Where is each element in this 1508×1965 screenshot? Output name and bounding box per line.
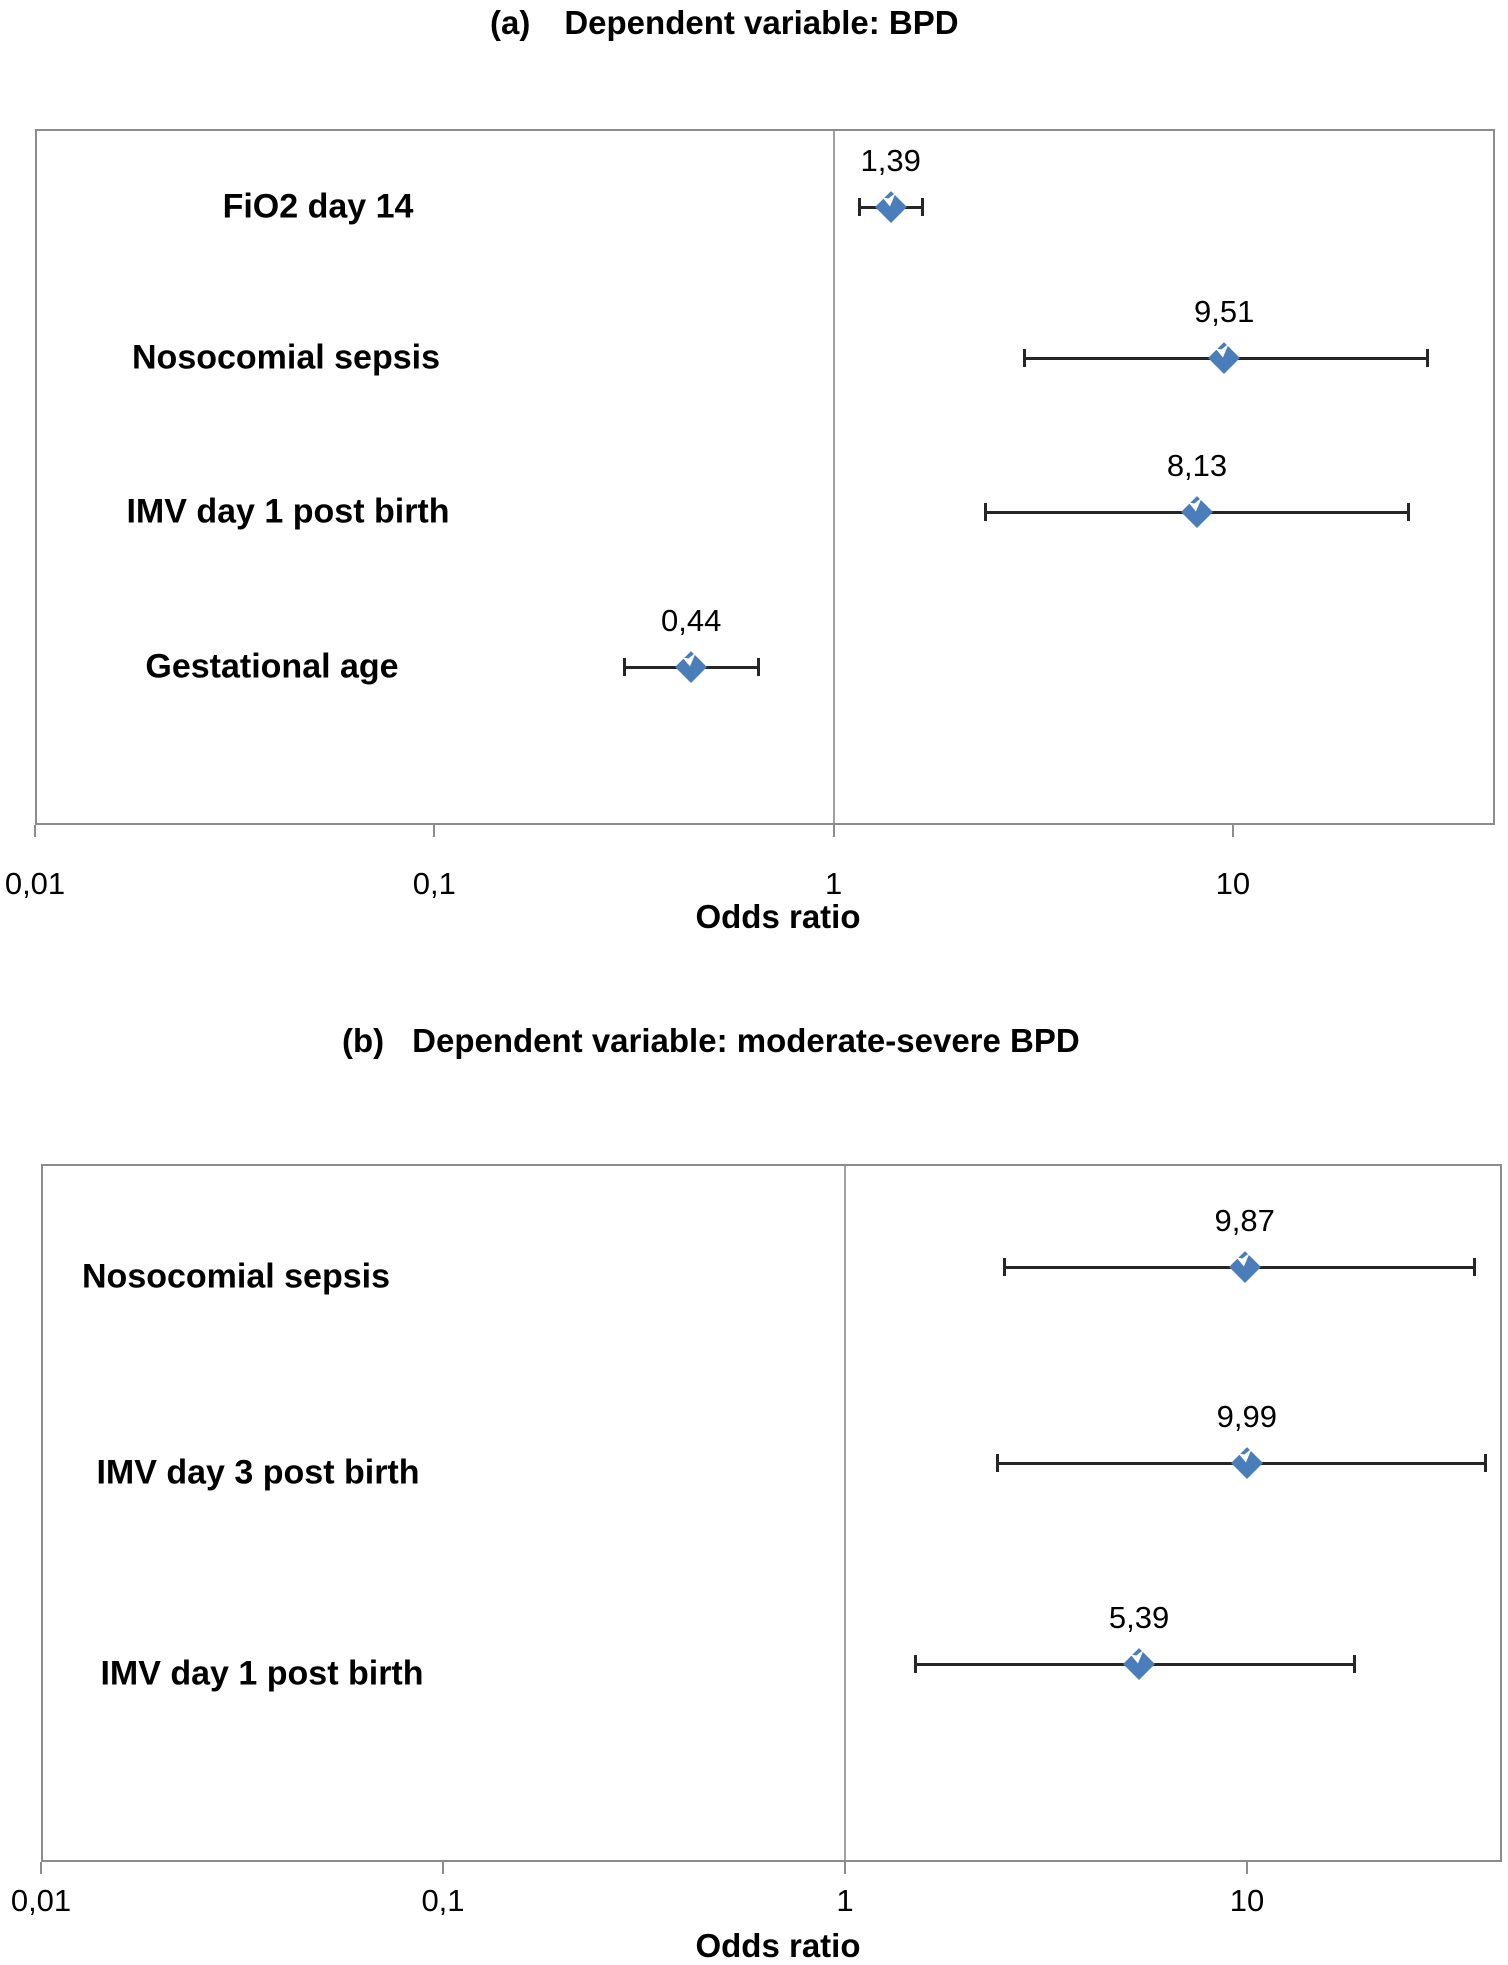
panel-a-label: (a) bbox=[490, 4, 531, 41]
diamond-marker bbox=[674, 650, 708, 684]
x-tick-label: 10 bbox=[1215, 866, 1251, 901]
x-tick bbox=[40, 1862, 42, 1874]
x-tick bbox=[442, 1862, 444, 1874]
row-label: IMV day 3 post birth bbox=[96, 1453, 420, 1492]
x-tick bbox=[832, 825, 835, 837]
diamond-marker bbox=[1207, 341, 1241, 375]
x-tick bbox=[1231, 825, 1234, 837]
odds-value-label: 5,39 bbox=[1108, 1600, 1170, 1635]
odds-value-label: 1,39 bbox=[860, 143, 921, 178]
ci-cap-high bbox=[1473, 1258, 1477, 1276]
ci-cap-high bbox=[1407, 503, 1411, 521]
x-tick bbox=[34, 825, 36, 837]
panel-b-title: (b) Dependent variable: moderate-severe … bbox=[342, 1022, 1080, 1060]
odds-value-label: 9,51 bbox=[1194, 294, 1255, 329]
x-tick-label: 10 bbox=[1229, 1883, 1265, 1918]
diamond-marker bbox=[874, 190, 908, 224]
panel-b-x-axis-title: Odds ratio bbox=[695, 1927, 861, 1964]
x-tick bbox=[1246, 1862, 1248, 1874]
panel-a-x-axis-title: Odds ratio bbox=[695, 898, 861, 935]
row-label: FiO2 day 14 bbox=[222, 187, 414, 226]
row-label: IMV day 1 post birth bbox=[126, 492, 450, 531]
x-tick-label: 0,1 bbox=[412, 866, 456, 901]
ci-cap-high bbox=[1484, 1454, 1488, 1472]
x-tick-label: 0,01 bbox=[10, 1883, 72, 1918]
row-label: Nosocomial sepsis bbox=[131, 338, 441, 377]
panel-a-plot-area bbox=[35, 129, 1495, 825]
ci-cap-low bbox=[983, 503, 987, 521]
ci-cap-high bbox=[921, 198, 925, 216]
diamond-marker bbox=[1228, 1250, 1262, 1284]
ci-cap-low bbox=[623, 658, 627, 676]
ci-cap-high bbox=[1352, 1655, 1356, 1673]
ci-cap-low bbox=[1003, 1258, 1007, 1276]
x-tick-label: 0,1 bbox=[421, 1883, 465, 1918]
diamond-marker bbox=[1180, 495, 1214, 529]
ci-cap-low bbox=[914, 1655, 918, 1673]
row-label: Nosocomial sepsis bbox=[81, 1257, 391, 1296]
panel-a-title-text: Dependent variable: BPD bbox=[564, 4, 959, 41]
x-tick-label: 1 bbox=[836, 1883, 854, 1918]
panel-a-title: (a) Dependent variable: BPD bbox=[490, 4, 959, 42]
odds-value-label: 9,87 bbox=[1214, 1203, 1275, 1238]
panel-b-title-text: Dependent variable: moderate-severe BPD bbox=[412, 1022, 1080, 1059]
ci-cap-high bbox=[757, 658, 761, 676]
ci-cap-low bbox=[857, 198, 861, 216]
x-tick-label: 1 bbox=[824, 866, 843, 901]
odds-value-label: 0,44 bbox=[661, 603, 722, 638]
diamond-marker bbox=[1230, 1446, 1264, 1480]
x-tick bbox=[844, 1862, 846, 1874]
x-tick bbox=[433, 825, 436, 837]
row-label: Gestational age bbox=[145, 647, 399, 686]
odds-value-label: 9,99 bbox=[1216, 1399, 1277, 1434]
ci-cap-low bbox=[1022, 349, 1026, 367]
reference-line bbox=[832, 131, 835, 823]
reference-line bbox=[844, 1166, 846, 1860]
row-label: IMV day 1 post birth bbox=[100, 1654, 424, 1693]
diamond-marker bbox=[1122, 1647, 1156, 1681]
ci-cap-low bbox=[996, 1454, 1000, 1472]
odds-value-label: 8,13 bbox=[1166, 448, 1228, 483]
panel-b-label: (b) bbox=[342, 1022, 385, 1059]
ci-cap-high bbox=[1426, 349, 1430, 367]
panel-b-plot-area bbox=[41, 1164, 1502, 1862]
x-tick-label: 0,01 bbox=[4, 866, 66, 901]
